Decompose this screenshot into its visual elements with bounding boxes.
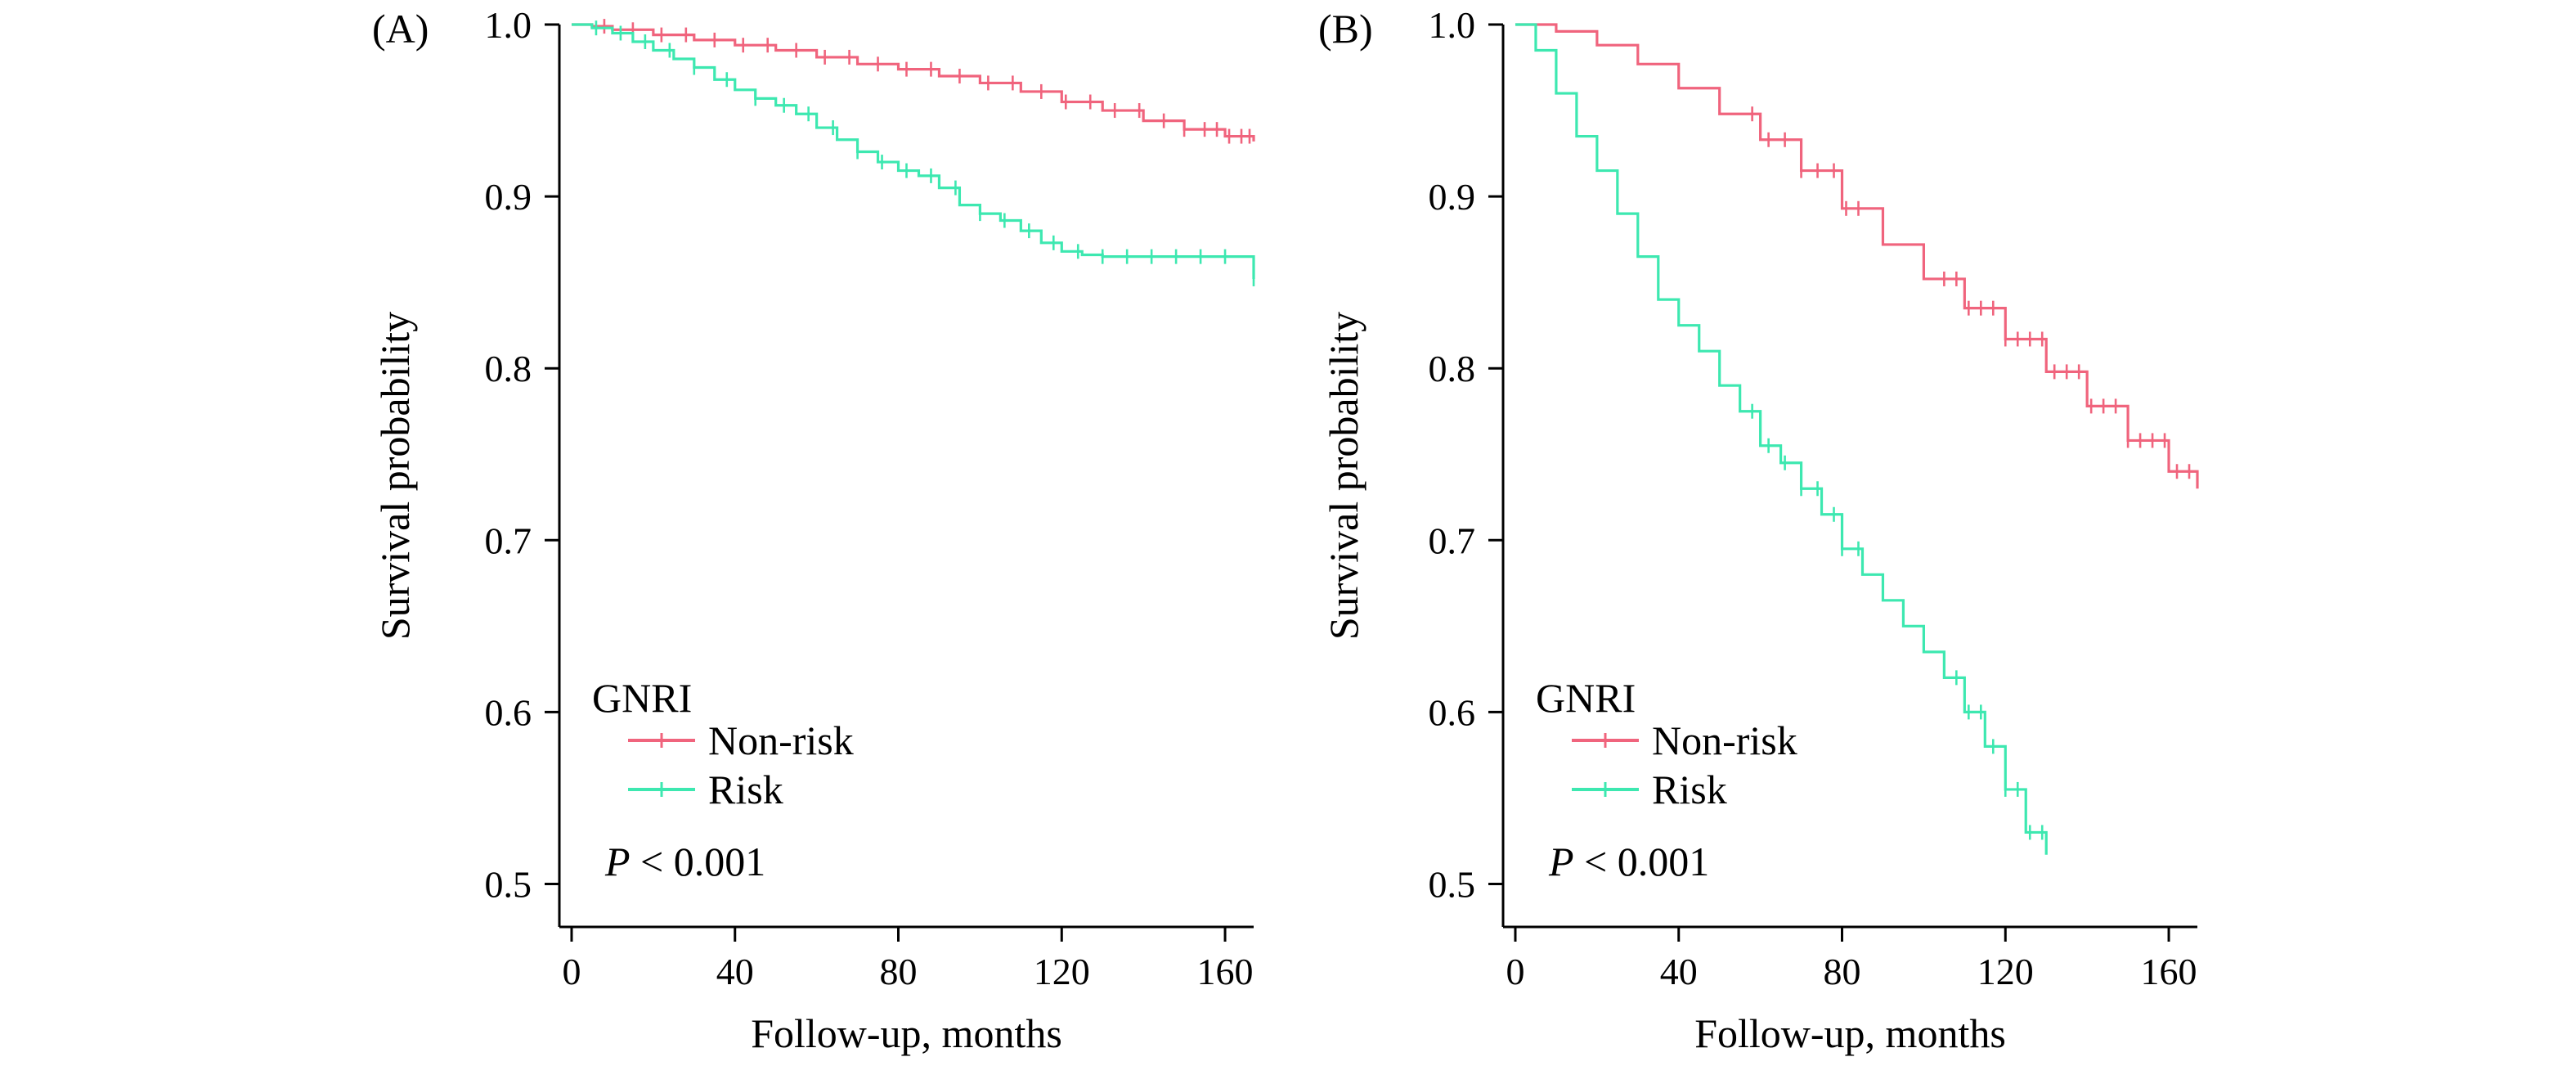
x-tick-label: 160 [1197,951,1254,992]
x-tick-label: 0 [562,951,581,992]
y-tick-label: 0.5 [485,863,532,905]
panel-label: (B) [1318,6,1373,52]
survival-curve-risk [571,23,1255,279]
chart-panel-b: (B) 0.5 0.6 0.7 0.8 0.9 1.0 0 40 80 120 160 Follow-u… [1318,4,2199,1056]
x-axis-title: Follow-up, months [1694,1010,2006,1056]
survival-curve-non-risk [571,23,1255,142]
x-tick-label: 120 [1034,951,1090,992]
legend-title: GNRI [592,675,692,721]
y-tick-label: 0.8 [1429,348,1476,389]
y-tick-label: 0.6 [485,691,532,733]
y-tick-label: 0.5 [1429,863,1476,905]
survival-curve-non-risk [1515,23,2199,489]
chart-panel-a: (A) 0.5 0.6 0.7 0.8 0.9 1.0 0 40 80 120 160 Follow-u… [372,4,1255,1056]
survival-curve-risk [1515,23,2048,855]
p-value-annotation: P < 0.001 [1548,839,1709,884]
x-tick-label: 40 [716,951,754,992]
y-tick-label: 0.8 [485,348,532,389]
y-tick-label: 1.0 [1429,4,1476,46]
y-tick-label: 0.6 [1429,691,1476,733]
x-tick-label: 160 [2141,951,2197,992]
legend-label-non-risk: Non-risk [1652,717,1797,763]
x-tick-label: 120 [1977,951,2034,992]
y-tick-label: 0.7 [485,520,532,561]
x-tick-label: 0 [1506,951,1524,992]
y-tick-label: 0.7 [1429,520,1476,561]
legend-label-non-risk: Non-risk [708,717,854,763]
y-tick-label: 1.0 [485,4,532,46]
x-tick-label: 40 [1660,951,1698,992]
p-value-annotation: P < 0.001 [604,839,765,884]
y-tick-label: 0.9 [485,176,532,218]
y-axis-title: Survival probability [1321,312,1367,640]
legend-label-risk: Risk [1652,767,1727,812]
x-axis-title: Follow-up, months [751,1010,1062,1056]
y-tick-label: 0.9 [1429,176,1476,218]
x-tick-label: 80 [880,951,918,992]
legend-label-risk: Risk [708,767,783,812]
x-tick-label: 80 [1824,951,1861,992]
panel-label: (A) [372,6,429,52]
y-axis-title: Survival probability [372,312,418,640]
legend-title: GNRI [1536,675,1636,721]
